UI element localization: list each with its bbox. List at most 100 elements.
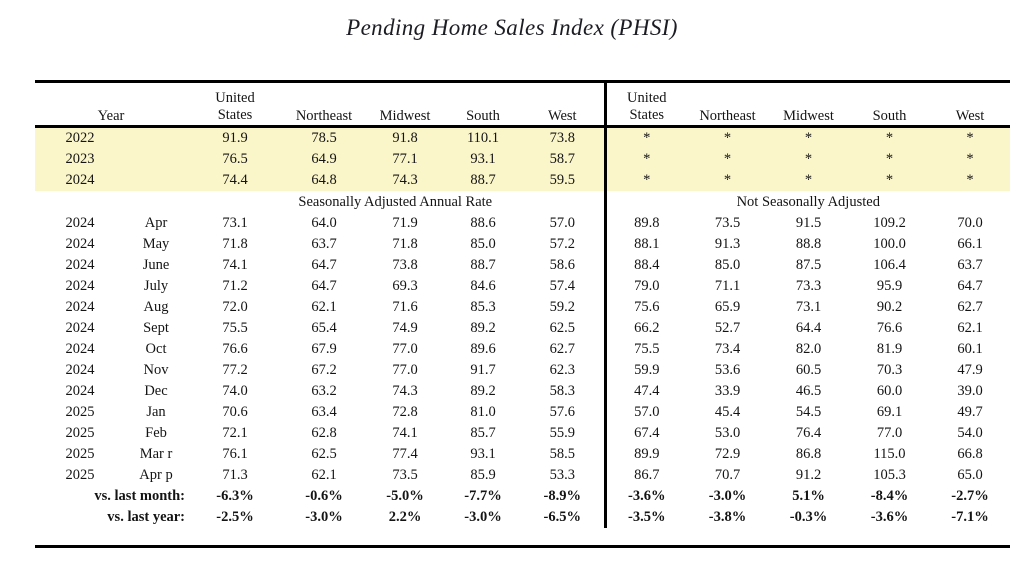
value-cell: * <box>966 151 974 167</box>
year-cell: 2025 <box>65 446 95 462</box>
year-cell: 2024 <box>65 215 95 231</box>
value-cell: 47.4 <box>603 381 688 402</box>
year-cell: 2024 <box>65 172 95 188</box>
value-cell: 59.5 <box>549 172 575 188</box>
value-cell: 90.2 <box>876 299 903 315</box>
value-cell: 64.0 <box>311 215 337 231</box>
value-cell: 75.5 <box>222 320 248 336</box>
month-cell: Aug <box>143 299 169 315</box>
value-cell: 73.1 <box>222 215 248 231</box>
year-cell: 2022 <box>65 130 95 146</box>
value-cell: 71.8 <box>392 236 418 252</box>
month-cell <box>125 149 187 170</box>
value-cell: -0.3% <box>789 509 828 525</box>
value-cell: * <box>603 126 688 149</box>
value-cell: 57.6 <box>549 404 575 420</box>
value-cell: * <box>885 130 894 146</box>
phsi-table: Year United States Northeast Midwest Sou… <box>35 80 1011 548</box>
column-header-us-saar: United States <box>187 81 284 128</box>
value-cell: 74.3 <box>392 172 418 188</box>
value-cell: 100.0 <box>873 236 906 252</box>
value-cell: 62.8 <box>311 425 337 441</box>
value-cell: 62.5 <box>549 320 575 336</box>
table-row-monthly: 2025 Mar r 76.1 62.5 77.4 93.1 58.5 89.9 72.9 86.… <box>35 444 1010 465</box>
value-cell: 64.4 <box>795 320 822 336</box>
month-cell <box>125 127 187 150</box>
value-cell: 74.0 <box>222 383 248 399</box>
value-cell: -3.6% <box>603 486 688 507</box>
year-cell: 2024 <box>65 341 95 357</box>
value-cell: * <box>804 130 813 146</box>
value-cell: 57.2 <box>549 236 575 252</box>
year-cell: 2024 <box>65 383 95 399</box>
month-cell <box>125 170 187 191</box>
value-cell: 54.0 <box>957 425 983 441</box>
value-cell: 77.4 <box>392 446 418 462</box>
value-cell: 63.4 <box>311 404 337 420</box>
value-cell: 66.8 <box>957 446 983 462</box>
value-cell: 55.9 <box>549 425 575 441</box>
month-cell: June <box>142 257 170 273</box>
table-row-monthly: 2024 Oct 76.6 67.9 77.0 89.6 62.7 75.5 73.4 82.0 8… <box>35 339 1010 360</box>
value-cell: 81.0 <box>470 404 496 420</box>
value-cell: 76.6 <box>222 341 248 357</box>
value-cell: 59.9 <box>603 360 688 381</box>
value-cell: 69.3 <box>392 278 418 294</box>
value-cell: 76.5 <box>222 151 248 167</box>
table-row-annual: 2023 76.5 64.9 77.1 93.1 58.7 * * * * * <box>35 149 1011 170</box>
value-cell: 93.1 <box>470 446 496 462</box>
value-cell: 71.2 <box>222 278 248 294</box>
value-cell: 62.7 <box>957 299 983 315</box>
value-cell: * <box>804 151 813 167</box>
value-cell: 86.8 <box>795 446 822 462</box>
value-cell: 85.3 <box>470 299 496 315</box>
table-footer-section <box>35 528 1011 548</box>
value-cell: 74.1 <box>222 257 248 273</box>
value-cell: -3.8% <box>708 509 747 525</box>
value-cell: 62.1 <box>311 467 337 483</box>
value-cell: 73.4 <box>714 341 741 357</box>
column-header-west-nsa: West <box>930 81 1011 128</box>
value-cell: 79.0 <box>603 276 688 297</box>
value-cell: 70.6 <box>222 404 248 420</box>
value-cell: 62.7 <box>549 341 575 357</box>
value-cell: * <box>603 149 688 170</box>
value-cell: * <box>723 130 732 146</box>
value-cell: 74.1 <box>392 425 418 441</box>
summary-rows-section: vs. last month: -6.3% -0.6% -5.0% -7.7% -8.9%… <box>35 486 1010 528</box>
value-cell: 65.4 <box>311 320 337 336</box>
table-row-annual: 2024 74.4 64.8 74.3 88.7 59.5 * * * * * <box>35 170 1011 191</box>
value-cell: 82.0 <box>795 341 822 357</box>
header-row: Year United States Northeast Midwest Sou… <box>35 81 1011 128</box>
value-cell: 109.2 <box>873 215 906 231</box>
annual-rows-section: 2022 91.9 78.5 91.8 110.1 73.8 * * * * * 2023 76.5 64… <box>35 126 1011 191</box>
value-cell: 53.6 <box>714 362 741 378</box>
column-header-northeast-saar: Northeast <box>283 81 366 128</box>
value-cell: 89.2 <box>470 320 496 336</box>
value-cell: 52.7 <box>714 320 741 336</box>
value-cell: 73.8 <box>392 257 418 273</box>
summary-label-cell: vs. last month: <box>94 488 186 504</box>
value-cell: 58.5 <box>549 446 575 462</box>
value-cell: 70.0 <box>957 215 983 231</box>
value-cell: 53.3 <box>549 467 575 483</box>
value-cell: 84.6 <box>470 278 496 294</box>
value-cell: 71.1 <box>714 278 741 294</box>
value-cell: 64.7 <box>957 278 983 294</box>
value-cell: 73.8 <box>549 130 575 146</box>
month-cell: Mar r <box>139 446 173 462</box>
value-cell: 2.2% <box>388 509 422 525</box>
value-cell: 54.5 <box>795 404 822 420</box>
value-cell: 95.9 <box>876 278 903 294</box>
value-cell: 62.1 <box>311 299 337 315</box>
year-cell: 2024 <box>65 320 95 336</box>
value-cell: 57.0 <box>603 402 688 423</box>
value-cell: 45.4 <box>714 404 741 420</box>
value-cell: 70.3 <box>876 362 903 378</box>
value-cell: 78.5 <box>311 130 337 146</box>
value-cell: 89.6 <box>470 341 496 357</box>
column-header-northeast-nsa: Northeast <box>687 81 769 128</box>
value-cell: 60.5 <box>795 362 822 378</box>
value-cell: 85.7 <box>470 425 496 441</box>
